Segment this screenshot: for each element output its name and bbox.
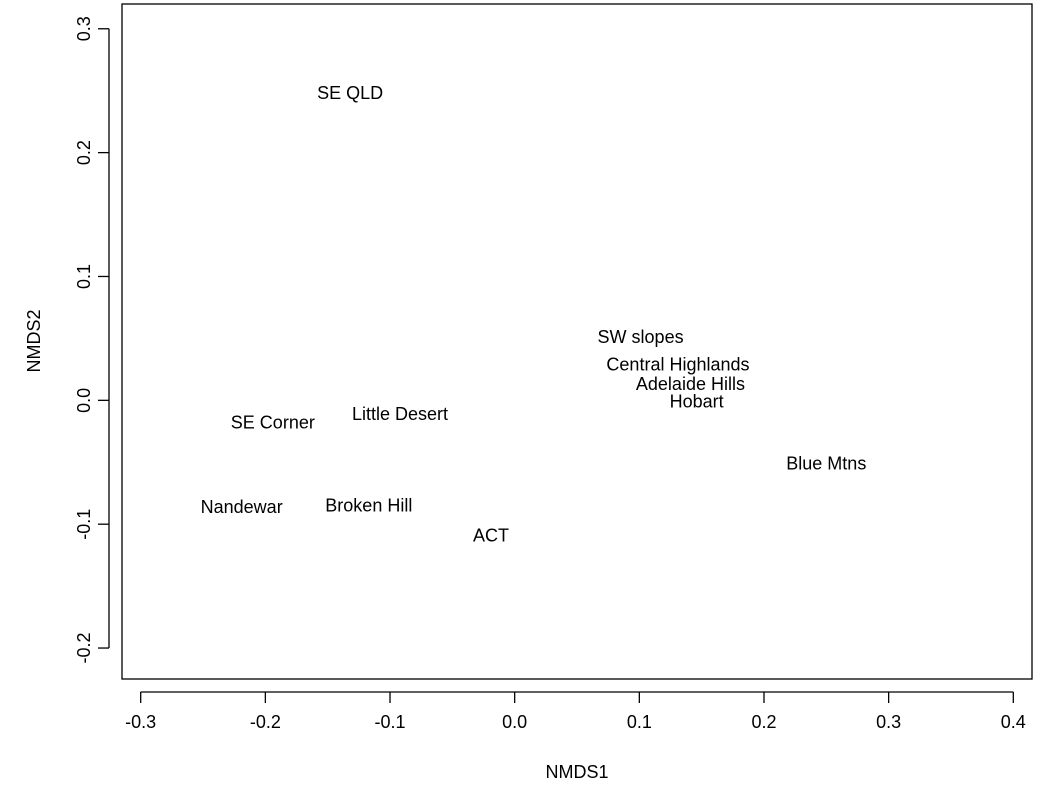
y-axis-title: NMDS2: [24, 309, 44, 372]
point-label: SE QLD: [317, 83, 383, 103]
plot-frame: [121, 3, 1033, 680]
point-label: Blue Mtns: [786, 453, 866, 473]
x-tick-label: 0.4: [1001, 712, 1026, 732]
point-label: ACT: [473, 525, 509, 545]
x-tick-label: -0.1: [374, 712, 405, 732]
x-tick-label: 0.2: [751, 712, 776, 732]
point-label: Little Desert: [352, 404, 448, 424]
x-tick-label: -0.2: [250, 712, 281, 732]
point-label: SW slopes: [598, 327, 684, 347]
point-label: Nandewar: [201, 497, 283, 517]
x-tick-label: 0.1: [627, 712, 652, 732]
point-label: Hobart: [670, 392, 724, 412]
y-tick-label: 0.2: [74, 140, 94, 165]
x-axis-title: NMDS1: [545, 762, 608, 782]
y-tick-label: -0.2: [74, 633, 94, 664]
point-label: Central Highlands: [606, 354, 749, 374]
x-tick-label: 0.0: [502, 712, 527, 732]
y-tick-label: 0.3: [74, 16, 94, 41]
point-label: SE Corner: [231, 413, 315, 433]
y-tick-label: -0.1: [74, 509, 94, 540]
y-tick-label: 0.1: [74, 264, 94, 289]
y-axis: -0.2 -0.1 0.0 0.1 0.2 0.3: [74, 16, 110, 664]
point-labels: SE QLD SW slopes Central HighlandsAdelaide…: [201, 83, 867, 545]
y-tick-label: 0.0: [74, 388, 94, 413]
point-label: Broken Hill: [325, 496, 412, 516]
x-axis: -0.3 -0.2 -0.1 0.0 0.1 0.2 0.3 0.4: [125, 691, 1026, 732]
x-tick-label: 0.3: [876, 712, 901, 732]
point-label: Adelaide Hills: [636, 374, 745, 394]
x-tick-label: -0.3: [125, 712, 156, 732]
